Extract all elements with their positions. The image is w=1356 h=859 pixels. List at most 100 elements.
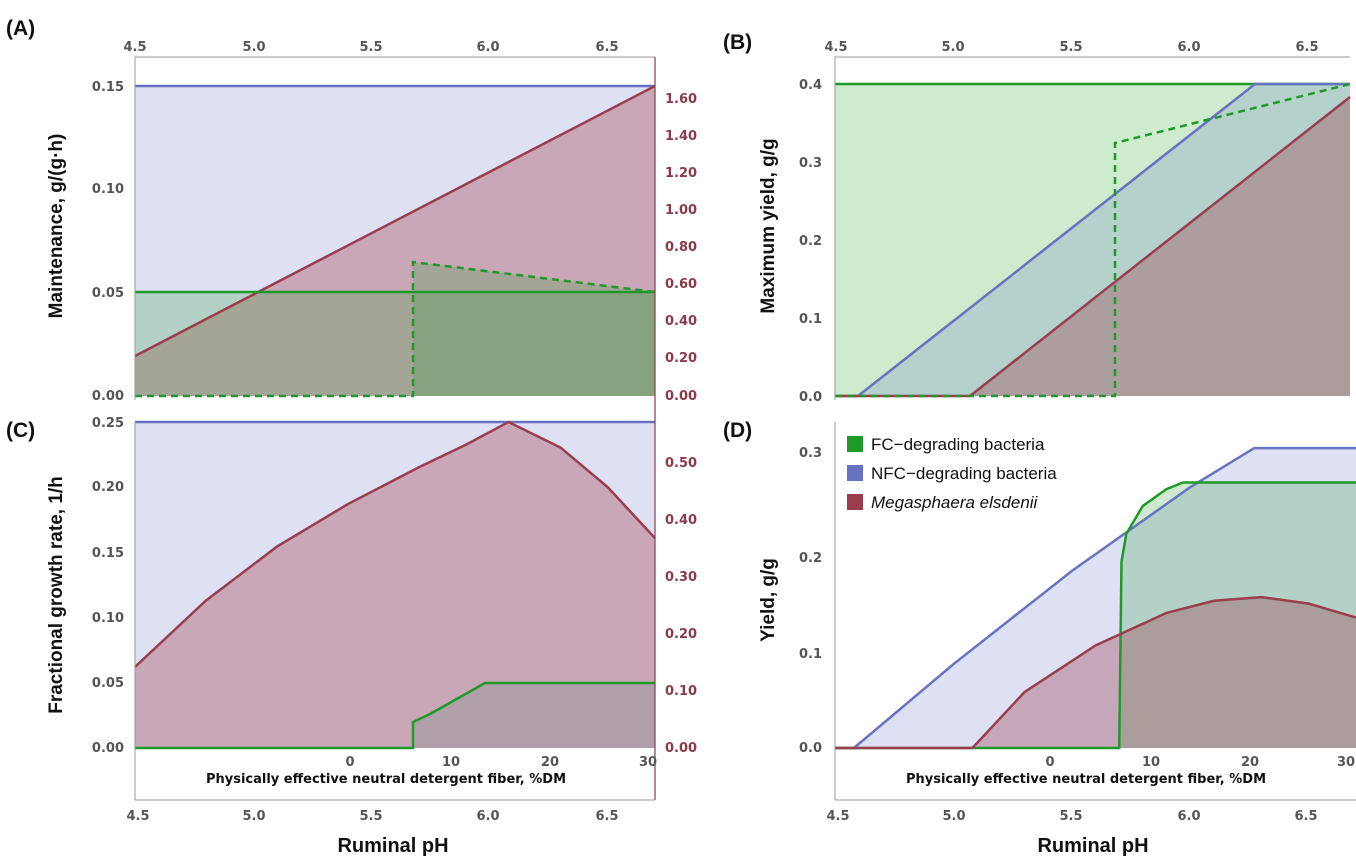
y-tick: 0.3	[799, 156, 822, 171]
inner-tick: 30	[639, 755, 657, 770]
fc-pendf-line	[135, 260, 656, 398]
top-tick: 5.0	[242, 40, 265, 55]
legend: FC−degrading bacteria NFC−degrading bact…	[847, 435, 1057, 512]
legend-label-nfc: NFC−degrading bacteria	[871, 464, 1057, 483]
x-tick: 5.5	[1059, 809, 1082, 824]
panel-a-label: (A)	[6, 17, 35, 40]
y-tick: 0.05	[92, 676, 124, 691]
y-tick: 0.00	[92, 389, 124, 404]
right-tick: 0.40	[665, 513, 697, 528]
panel-d-label: (D)	[723, 419, 752, 442]
x-tick: 6.0	[1177, 809, 1200, 824]
nfc-area	[835, 84, 1350, 396]
legend-swatch-nfc	[847, 465, 863, 481]
y-tick: 0.0	[799, 741, 822, 756]
y-axis-title: Fractional growth rate, 1/h	[46, 476, 67, 714]
y-tick: 0.15	[92, 546, 124, 561]
me-area	[835, 97, 1350, 396]
y-tick: 0.00	[92, 741, 124, 756]
right-tick: 0.50	[665, 456, 697, 471]
panel-b-label: (B)	[723, 31, 752, 54]
right-tick: 0.40	[665, 314, 697, 329]
right-tick: 0.80	[665, 240, 697, 255]
inner-tick: 20	[541, 755, 559, 770]
inner-tick: 10	[442, 755, 460, 770]
y-tick: 0.1	[799, 312, 822, 327]
top-tick: 6.0	[1177, 40, 1200, 55]
right-tick: 1.60	[665, 92, 697, 107]
top-tick: 6.0	[476, 40, 499, 55]
y-tick: 0.10	[92, 611, 124, 626]
x-tick: 6.5	[595, 809, 618, 824]
x-axis-title: Ruminal pH	[337, 835, 448, 857]
legend-label-me: Megasphaera elsdenii	[871, 493, 1039, 512]
me-area	[135, 86, 655, 396]
top-tick: 5.5	[359, 40, 382, 55]
fc-line	[135, 681, 655, 750]
y-tick: 0.2	[799, 551, 822, 566]
x-tick: 6.0	[476, 809, 499, 824]
x-tick: 5.0	[242, 809, 265, 824]
right-tick: 0.00	[665, 389, 697, 404]
panel-a: (A) 4.5 5.0 5.5 6.0 6.5 0.15 0.10 0.05 0…	[6, 17, 697, 404]
right-tick: 0.60	[665, 277, 697, 292]
x-tick: 6.5	[1294, 809, 1317, 824]
right-tick: 1.20	[665, 166, 697, 181]
panel-b: (B) 4.5 5.0 5.5 6.0 6.5 0.4 0.3 0.2 0.1 …	[723, 31, 1351, 405]
y-axis-title: Maximum yield, g/g	[758, 138, 779, 313]
y-tick: 0.05	[92, 286, 124, 301]
y-axis-title: Yield, g/g	[758, 558, 779, 642]
legend-label-fc: FC−degrading bacteria	[871, 435, 1045, 454]
y-tick: 0.0	[799, 390, 822, 405]
inner-axis-title: Physically effective neutral detergent f…	[906, 772, 1266, 787]
right-tick: 0.30	[665, 570, 697, 585]
legend-swatch-me	[847, 494, 863, 510]
top-tick: 4.5	[123, 40, 146, 55]
right-tick: 1.40	[665, 129, 697, 144]
panel-c-label: (C)	[6, 419, 35, 442]
right-tick: 0.20	[665, 627, 697, 642]
y-tick: 0.10	[92, 182, 124, 197]
x-tick: 4.5	[126, 809, 149, 824]
me-area	[135, 422, 655, 748]
inner-tick: 10	[1142, 755, 1160, 770]
top-tick: 4.5	[824, 40, 847, 55]
me-area	[835, 597, 1356, 748]
nfc-area	[835, 448, 1356, 748]
right-tick: 1.00	[665, 203, 697, 218]
inner-tick: 20	[1241, 755, 1259, 770]
panel-c: (C) 0.25 0.20 0.15 0.10 0.05 0.00 0.50 0…	[6, 400, 697, 857]
me-line	[835, 595, 1356, 750]
panel-d: (D) 0.3 0.2 0.1 0.0 0 10 20 30 Physicall…	[723, 419, 1356, 857]
top-tick: 6.5	[595, 40, 618, 55]
inner-axis-title: Physically effective neutral detergent f…	[206, 772, 566, 787]
fc-area	[135, 292, 655, 396]
top-tick: 6.5	[1295, 40, 1318, 55]
fc-area	[835, 84, 1350, 396]
right-tick: 0.00	[665, 741, 697, 756]
y-tick: 0.15	[92, 80, 124, 95]
legend-swatch-fc	[847, 436, 863, 452]
fc-line	[835, 481, 1356, 750]
me-line	[134, 84, 656, 358]
y-tick: 0.2	[799, 234, 822, 249]
x-tick: 4.5	[826, 809, 849, 824]
y-tick: 0.3	[799, 446, 822, 461]
x-tick: 5.5	[359, 809, 382, 824]
x-axis-title: Ruminal pH	[1037, 835, 1148, 857]
y-tick: 0.25	[92, 416, 124, 431]
y-tick: 0.4	[799, 78, 822, 93]
inner-tick: 30	[1337, 755, 1355, 770]
fc-area	[835, 482, 1356, 748]
right-tick: 0.10	[665, 684, 697, 699]
me-line	[134, 420, 656, 668]
fc-pendf-line	[835, 82, 1351, 398]
y-tick: 0.1	[799, 647, 822, 662]
inner-tick: 0	[1045, 755, 1054, 770]
right-tick: 0.20	[665, 351, 697, 366]
inner-tick: 0	[345, 755, 354, 770]
y-tick: 0.20	[92, 480, 124, 495]
x-tick: 5.0	[942, 809, 965, 824]
fc-pendf-area	[413, 262, 655, 396]
